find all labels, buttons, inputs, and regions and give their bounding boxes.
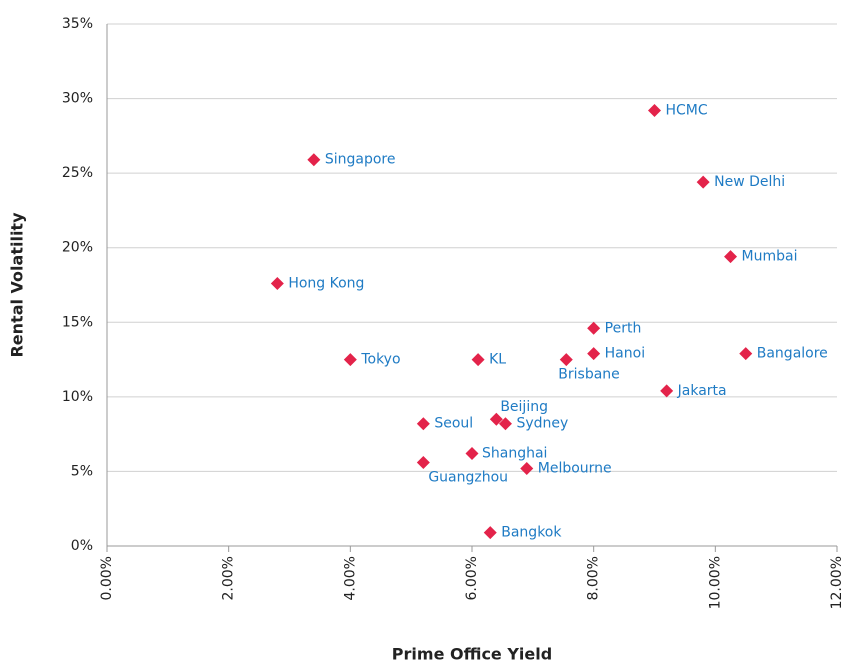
y-tick-label: 15% bbox=[62, 314, 93, 330]
x-tick-label: 8.00% bbox=[586, 556, 602, 600]
point bbox=[739, 347, 753, 361]
point bbox=[648, 104, 661, 118]
point bbox=[587, 347, 601, 361]
x-tick-label: 10.00% bbox=[707, 556, 723, 609]
point-label: Tokyo bbox=[360, 352, 400, 368]
point bbox=[724, 250, 738, 264]
point-label: Mumbai bbox=[742, 249, 798, 265]
y-tick-label: 10% bbox=[62, 389, 93, 405]
point-label: Bangalore bbox=[757, 346, 828, 362]
point bbox=[270, 277, 284, 291]
y-tick-label: 30% bbox=[62, 91, 93, 107]
point-label: Seoul bbox=[434, 416, 473, 432]
point-label: KL bbox=[489, 352, 506, 368]
point-label: Singapore bbox=[325, 152, 396, 168]
point-label: Brisbane bbox=[558, 367, 620, 383]
point-label: HCMC bbox=[666, 103, 708, 119]
point bbox=[471, 353, 485, 367]
point bbox=[498, 417, 512, 431]
point bbox=[416, 455, 430, 469]
y-tick-label: 35% bbox=[62, 16, 93, 32]
y-axis-title: Rental Volatility bbox=[8, 212, 27, 358]
point bbox=[483, 526, 497, 540]
x-tick-label: 4.00% bbox=[342, 556, 358, 600]
point bbox=[660, 384, 674, 398]
point-label: Sydney bbox=[516, 416, 568, 432]
point-label: Bangkok bbox=[501, 525, 562, 541]
point-label: Shanghai bbox=[482, 446, 547, 462]
x-tick-label: 12.00% bbox=[829, 556, 845, 609]
point-label: Jakarta bbox=[677, 383, 727, 399]
point-label: Perth bbox=[605, 320, 642, 336]
x-tick-label: 0.00% bbox=[99, 556, 115, 600]
point bbox=[465, 447, 479, 461]
point bbox=[587, 321, 601, 335]
y-tick-label: 0% bbox=[71, 538, 93, 554]
point-label: Hong Kong bbox=[288, 276, 364, 292]
point bbox=[559, 353, 573, 367]
point bbox=[520, 461, 534, 475]
point bbox=[696, 175, 710, 189]
point-label: New Delhi bbox=[714, 174, 785, 190]
point bbox=[307, 153, 321, 167]
point-label: Hanoi bbox=[605, 346, 645, 362]
x-tick-label: 2.00% bbox=[221, 556, 237, 600]
point-label: Melbourne bbox=[538, 460, 612, 476]
y-tick-label: 25% bbox=[62, 165, 93, 181]
point-label: Guangzhou bbox=[428, 469, 508, 485]
point bbox=[343, 353, 357, 367]
x-axis-title: Prime Office Yield bbox=[392, 645, 552, 664]
y-tick-label: 20% bbox=[62, 240, 93, 256]
x-tick-label: 6.00% bbox=[464, 556, 480, 600]
point-label: Beijing bbox=[500, 399, 548, 415]
point bbox=[416, 417, 430, 431]
point bbox=[489, 412, 503, 426]
y-tick-label: 5% bbox=[71, 463, 93, 479]
